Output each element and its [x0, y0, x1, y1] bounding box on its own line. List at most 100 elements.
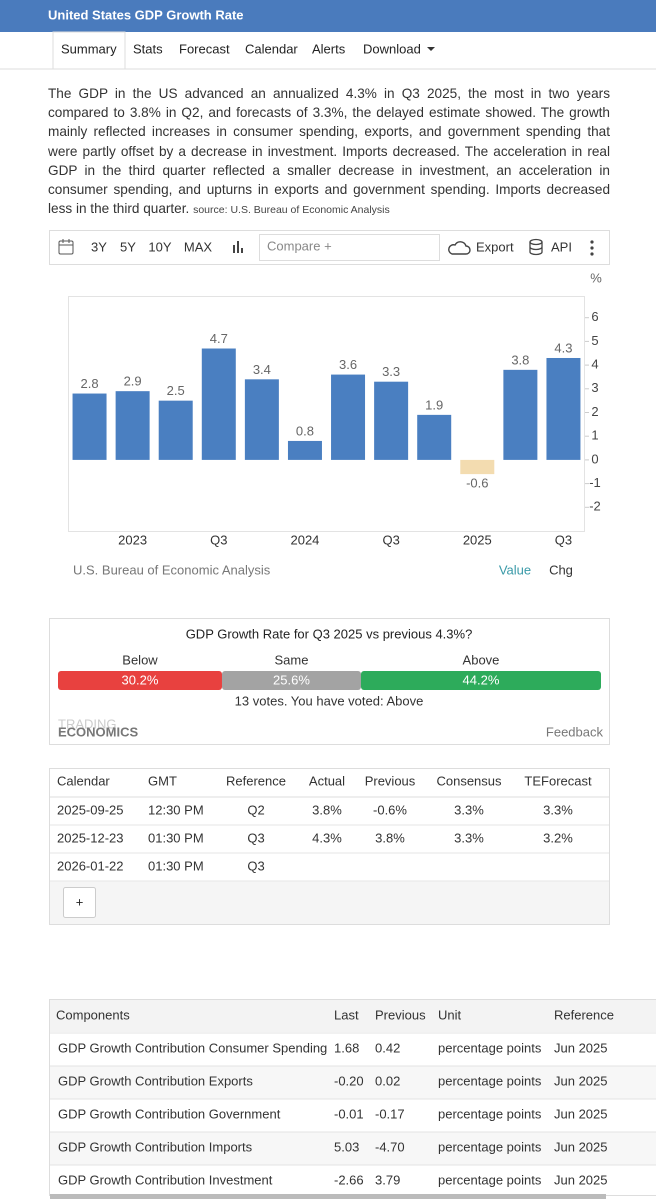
poll-bar	[360, 671, 601, 690]
range-button[interactable]: 5Y	[120, 239, 136, 254]
components-cell: percentage points	[438, 1106, 542, 1121]
components-cell: 0.42	[375, 1040, 400, 1055]
components-cell[interactable]: GDP Growth Contribution Government	[58, 1106, 281, 1121]
nav-tab[interactable]: Calendar	[245, 41, 298, 56]
data-label: 3.4	[253, 362, 271, 377]
components-header: Last	[334, 1007, 359, 1022]
components-cell: -4.70	[375, 1139, 405, 1154]
x-tick-label: 2025	[463, 532, 492, 547]
calendar-cell: 3.2%	[543, 830, 573, 845]
components-cell: -2.66	[334, 1172, 364, 1187]
components-cell: 5.03	[334, 1139, 359, 1154]
calendar-cell: 3.8%	[312, 802, 342, 817]
y-unit: %	[590, 270, 602, 285]
range-button[interactable]: MAX	[184, 239, 213, 254]
components-cell: 0.02	[375, 1073, 400, 1088]
data-label: 4.7	[210, 331, 228, 346]
page-title: United States GDP Growth Rate	[48, 7, 244, 22]
calendar-cell: 3.3%	[454, 802, 484, 817]
bar	[546, 357, 581, 460]
nav-tab[interactable]: Stats	[133, 41, 163, 56]
range-button[interactable]: 3Y	[91, 239, 107, 254]
data-label: 1.9	[425, 397, 443, 412]
api-button[interactable]: API	[551, 239, 572, 254]
row-stripe	[50, 1132, 656, 1165]
logo-top: TRADING	[58, 716, 117, 731]
data-label: 3.6	[339, 357, 357, 372]
calendar-cell: 2025-12-23	[57, 830, 124, 845]
bar	[287, 440, 322, 460]
components-header: Previous	[375, 1007, 426, 1022]
calendar-header: GMT	[148, 773, 177, 788]
dropdown-caret	[427, 47, 435, 51]
components-cell: -0.01	[334, 1106, 364, 1121]
chart-source: U.S. Bureau of Economic Analysis	[73, 562, 271, 577]
bar	[374, 381, 409, 460]
calendar-cell: 2026-01-22	[57, 858, 124, 873]
components-cell[interactable]: GDP Growth Contribution Imports	[58, 1139, 253, 1154]
calendar-cell: Q3	[247, 858, 264, 873]
components-header: Reference	[554, 1007, 614, 1022]
nav-tab[interactable]: Summary	[61, 41, 117, 56]
y-tick-label: 4	[591, 357, 598, 372]
add-button-label[interactable]: +	[76, 894, 84, 909]
calendar-cell: 3.8%	[375, 830, 405, 845]
components-cell: -0.17	[375, 1106, 405, 1121]
data-label: 2.8	[81, 376, 99, 391]
calendar-cell: Q2	[247, 802, 264, 817]
components-cell: percentage points	[438, 1040, 542, 1055]
components-header: Unit	[438, 1007, 462, 1022]
data-label: 0.8	[296, 423, 314, 438]
poll-option: Above	[463, 652, 500, 667]
compare-input[interactable]	[259, 234, 440, 261]
components-cell[interactable]: GDP Growth Contribution Exports	[58, 1073, 253, 1088]
calendar-cell: 01:30 PM	[148, 858, 204, 873]
data-label: 3.3	[382, 364, 400, 379]
export-button[interactable]: Export	[476, 239, 514, 254]
nav-tab[interactable]: Alerts	[312, 41, 346, 56]
y-tick-label: 1	[591, 428, 598, 443]
add-button[interactable]	[63, 887, 96, 918]
components-cell: Jun 2025	[554, 1172, 608, 1187]
y-tick-label: 6	[591, 309, 598, 324]
components-header: Components	[56, 1007, 130, 1022]
range-button[interactable]: 10Y	[148, 239, 171, 254]
toggle-chg[interactable]: Chg	[549, 562, 573, 577]
data-label: 2.9	[124, 374, 142, 389]
api-icon[interactable]	[529, 238, 543, 256]
calendar-cell: 12:30 PM	[148, 802, 204, 817]
calendar-cell: Q3	[247, 830, 264, 845]
export-icon[interactable]	[448, 241, 471, 255]
y-tick-label: 5	[591, 333, 598, 348]
chart-type-icon[interactable]	[233, 241, 243, 253]
calendar-cell: 4.3%	[312, 830, 342, 845]
y-tick-label: 2	[591, 404, 598, 419]
x-tick-label: 2024	[290, 532, 319, 547]
components-cell: Jun 2025	[554, 1040, 608, 1055]
data-label: 2.5	[167, 383, 185, 398]
data-label: 4.3	[554, 340, 572, 355]
bar	[417, 414, 452, 460]
components-cell[interactable]: GDP Growth Contribution Investment	[58, 1172, 273, 1187]
bar	[503, 369, 538, 460]
menu-icon[interactable]	[590, 240, 594, 256]
components-cell: Jun 2025	[554, 1073, 608, 1088]
y-tick-label: -2	[589, 499, 601, 514]
components-cell: percentage points	[438, 1073, 542, 1088]
x-tick-label: Q3	[210, 532, 227, 547]
compare-placeholder[interactable]: Compare +	[267, 238, 332, 253]
nav-tab[interactable]: Download	[363, 41, 421, 56]
y-tick-label: 3	[591, 380, 598, 395]
nav-tab[interactable]: Forecast	[179, 41, 230, 56]
calendar-icon[interactable]	[58, 239, 74, 255]
components-cell[interactable]: GDP Growth Contribution Consumer Spendin…	[58, 1040, 327, 1055]
feedback-link[interactable]: Feedback	[546, 724, 604, 739]
plot-frame	[68, 296, 585, 532]
calendar-header: Consensus	[436, 773, 502, 788]
data-label: -0.6	[466, 476, 488, 491]
toggle-value[interactable]: Value	[499, 562, 531, 577]
poll-bar	[221, 671, 361, 690]
poll-value: 30.2%	[122, 672, 159, 687]
components-cell: Jun 2025	[554, 1139, 608, 1154]
